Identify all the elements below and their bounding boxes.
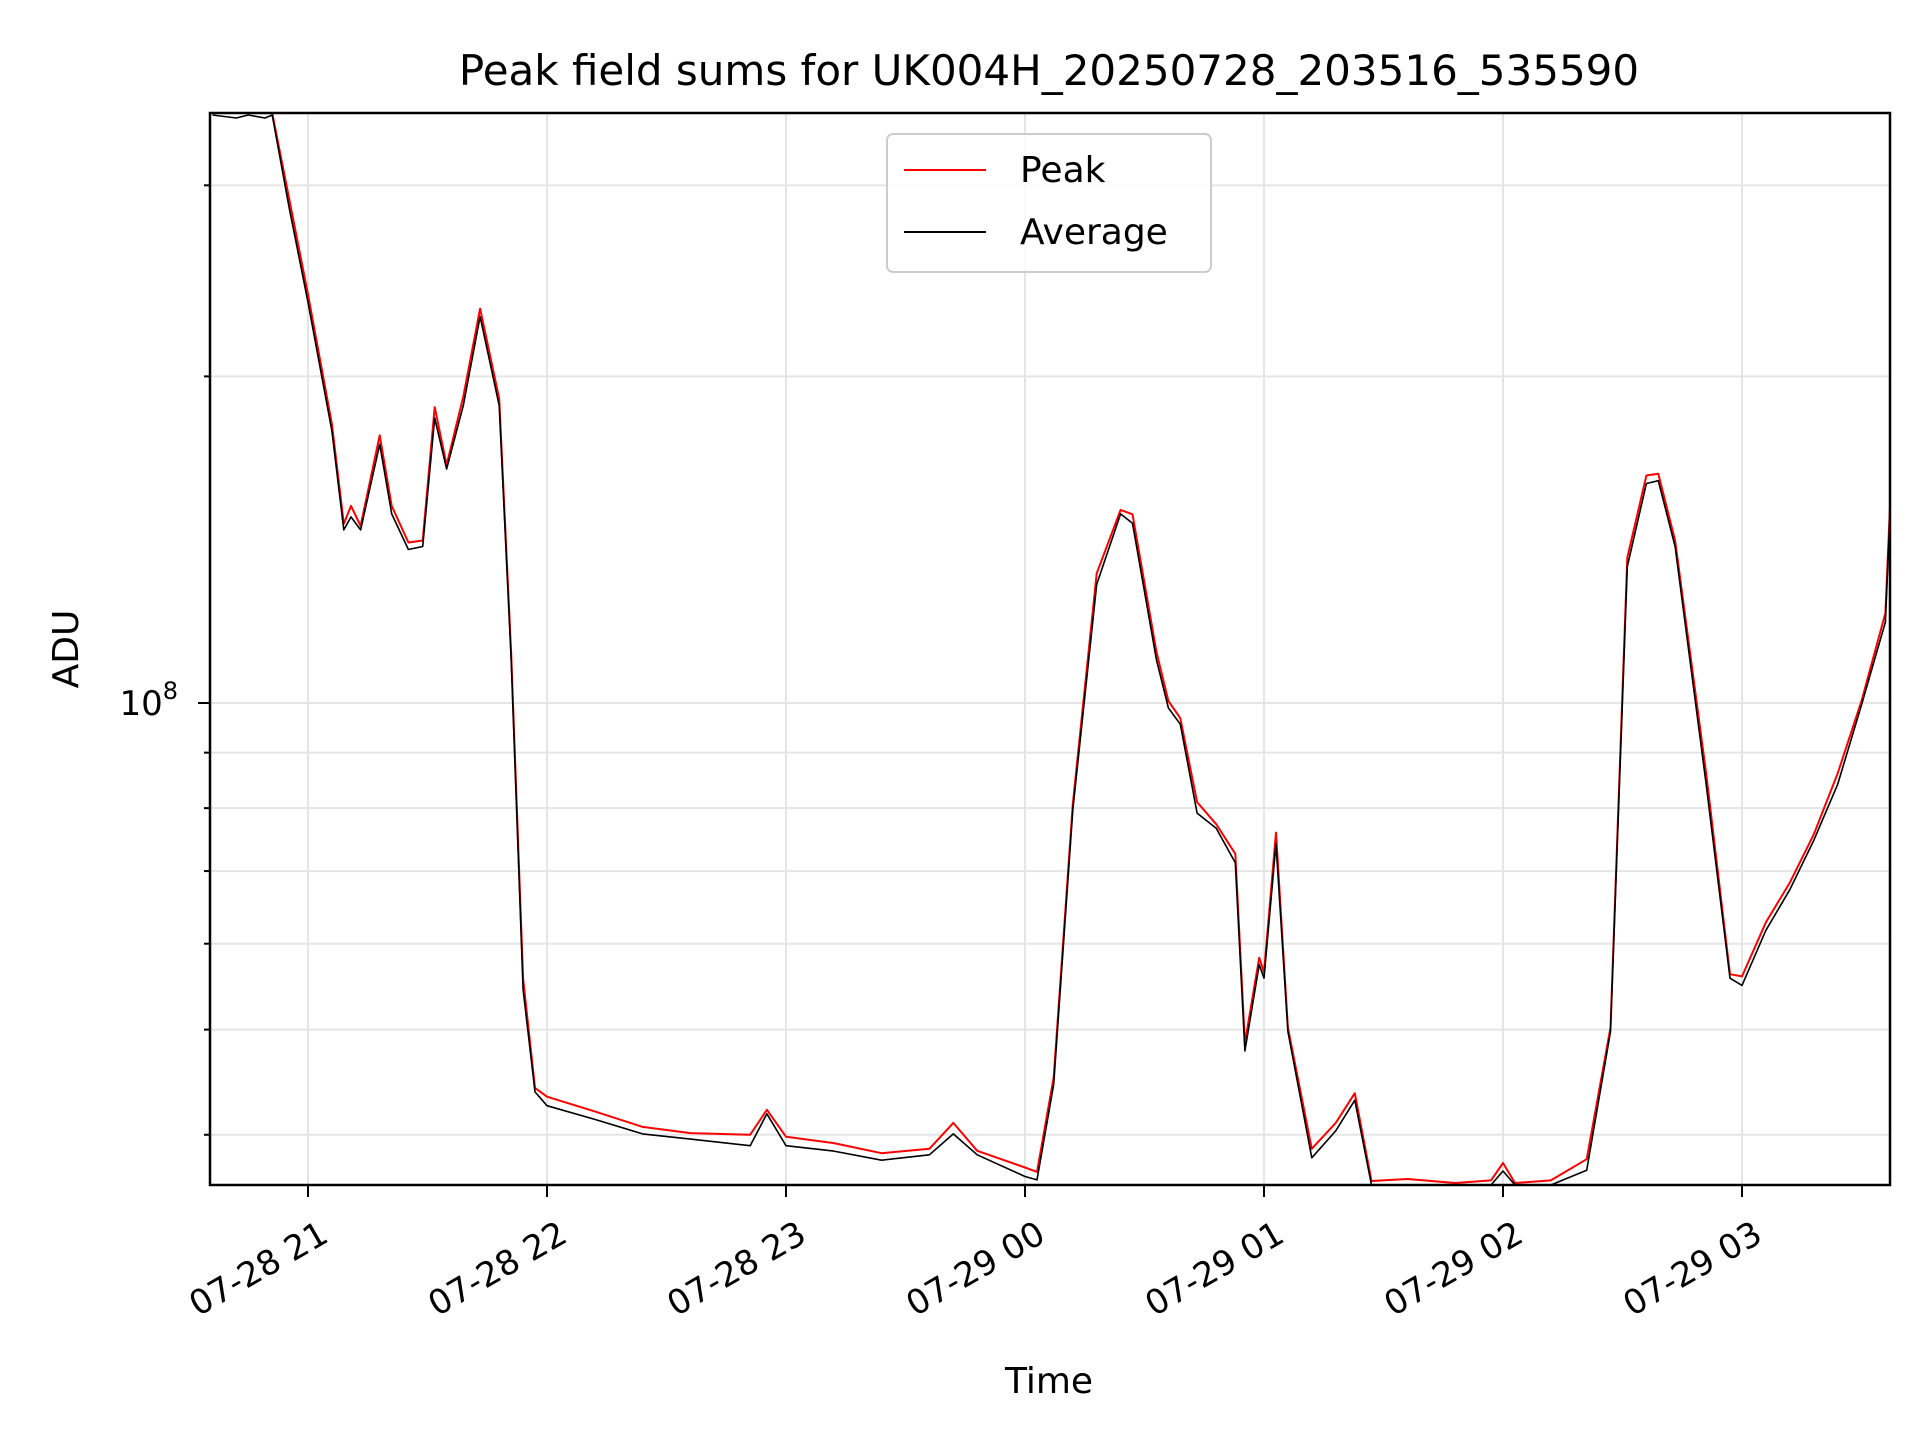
x-tick-label: 07-28 23 xyxy=(661,1214,813,1325)
x-axis-label: Time xyxy=(1004,1361,1093,1402)
x-tick-label: 07-28 22 xyxy=(422,1214,574,1325)
x-tick-label: 07-29 02 xyxy=(1378,1214,1530,1325)
y-axis-label: ADU xyxy=(46,610,87,689)
x-tick-label: 07-29 01 xyxy=(1139,1214,1291,1325)
series-layer xyxy=(212,112,1891,1186)
legend: Peak Average xyxy=(886,133,1212,273)
series-line-average xyxy=(212,114,1891,1186)
ticks: 07-28 21 07-28 22 07-28 23 07-29 00 07-29 01… xyxy=(119,184,1769,1325)
x-tick-label: 07-29 03 xyxy=(1617,1214,1769,1325)
legend-label-average: Average xyxy=(1020,212,1168,253)
legend-box xyxy=(886,133,1212,273)
legend-label-peak: Peak xyxy=(1020,150,1106,191)
plot-frame xyxy=(208,111,1892,1187)
x-tick-label: 07-28 21 xyxy=(183,1214,335,1325)
grid xyxy=(210,113,1890,1185)
chart-title: Peak field sums for UK004H_20250728_2035… xyxy=(459,46,1639,95)
series-line-peak xyxy=(212,112,1891,1184)
y-tick-label: 108 xyxy=(119,677,178,724)
x-tick-label: 07-29 00 xyxy=(900,1214,1052,1325)
